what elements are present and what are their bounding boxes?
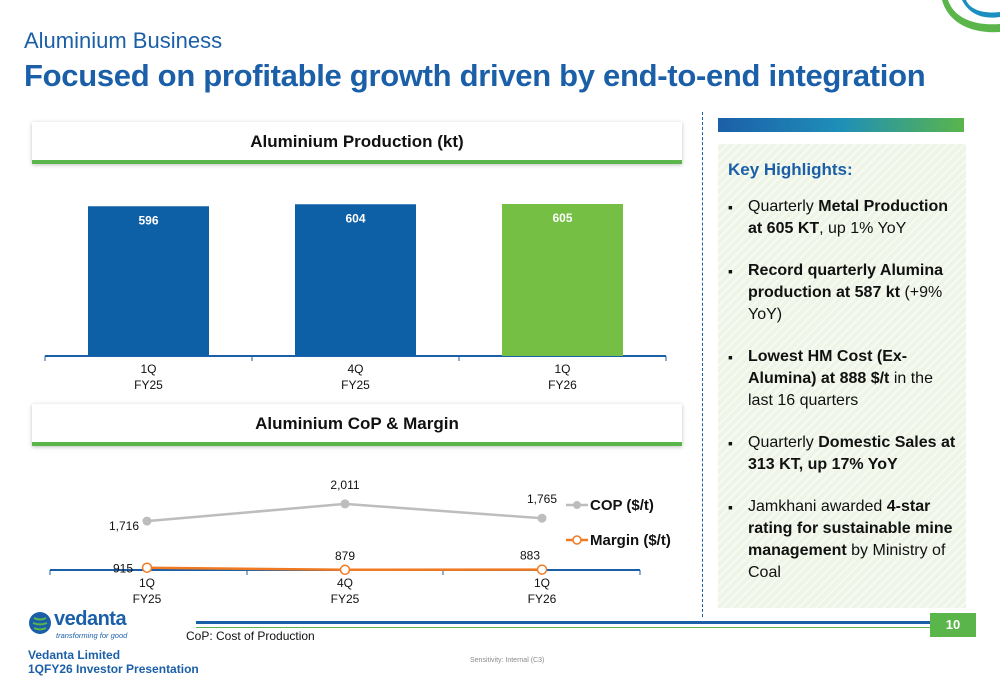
production-chart-title: Aluminium Production (kt): [250, 132, 464, 151]
presentation-name: 1QFY26 Investor Presentation: [28, 662, 199, 676]
production-tick-label: FY26: [548, 378, 577, 392]
margin-data-label: 879: [335, 549, 355, 563]
company-name: Vedanta Limited: [28, 648, 121, 662]
production-chart-header: Aluminium Production (kt): [32, 122, 682, 164]
cop-data-point: [340, 499, 350, 509]
production-tick-label: FY25: [341, 378, 370, 392]
production-tick-label: 4Q: [347, 362, 363, 376]
legend-cop-swatch-marker: [573, 501, 581, 509]
cop-data-label: 2,011: [330, 478, 359, 492]
cop-chart-title: Aluminium CoP & Margin: [255, 414, 459, 433]
logo-tagline: transforming for good: [56, 631, 128, 640]
highlight-item: Quarterly Domestic Sales at 313 KT, up 1…: [728, 432, 956, 476]
highlight-bold-text: Record quarterly Alumina production at 5…: [748, 262, 944, 301]
cop-tick-label: FY26: [528, 592, 557, 606]
legend-margin-swatch-marker: [572, 535, 582, 545]
highlight-item: Lowest HM Cost (Ex-Alumina) at 888 $/t i…: [728, 346, 956, 412]
highlight-pre-text: Jamkhani awarded: [748, 498, 887, 515]
highlight-bold-text: 4-star rating for sustainable mine manag…: [748, 498, 953, 559]
margin-data-point: [141, 562, 153, 573]
cop-tick-label: 1Q: [534, 576, 550, 590]
company-info: Vedanta Limited 1QFY26 Investor Presenta…: [28, 648, 199, 676]
cop-data-point: [537, 513, 547, 523]
cop-tick-label: FY25: [331, 592, 360, 606]
margin-data-point: [339, 564, 351, 576]
highlight-item: Jamkhani awarded 4-star rating for susta…: [728, 496, 956, 584]
production-tick-label: 1Q: [140, 362, 156, 376]
sensitivity-label: Sensitivity: Internal (C3): [470, 657, 545, 664]
logo-wordmark: vedanta: [54, 608, 127, 630]
margin-data-label: 915: [113, 562, 133, 576]
cop-data-label: 1,765: [527, 492, 557, 506]
margin-data-point: [536, 564, 548, 575]
corner-swoosh-graphic: [942, 0, 1000, 33]
highlight-post-text: in the last 16 quarters: [748, 370, 933, 409]
highlight-bold-text: Metal Production at 605 KT: [748, 198, 949, 237]
highlight-pre-text: Quarterly: [748, 434, 819, 451]
legend-margin-label: Margin ($/t): [590, 532, 671, 549]
production-bar: [502, 204, 623, 356]
footnote: CoP: Cost of Production: [186, 629, 315, 643]
margin-data-label: 883: [520, 549, 540, 563]
production-tick-label: FY25: [134, 378, 163, 392]
section-subtitle: Aluminium Business: [24, 28, 223, 53]
production-tick-label: 1Q: [554, 362, 570, 376]
highlight-item: Quarterly Metal Production at 605 KT, up…: [728, 196, 956, 240]
production-bar: [88, 206, 209, 356]
highlights-title: Key Highlights:: [728, 160, 853, 179]
legend-cop-label: COP ($/t): [590, 497, 654, 514]
highlight-post-text: , up 1% YoY: [819, 220, 907, 237]
highlights-gradient-bar: [718, 118, 964, 132]
cop-tick-label: 1Q: [139, 576, 155, 590]
highlight-post-text: by Ministry of Coal: [748, 542, 946, 581]
page-title: Focused on profitable growth driven by e…: [24, 58, 926, 93]
highlights-panel: Key Highlights: Quarterly Metal Producti…: [718, 144, 966, 608]
highlight-item: Record quarterly Alumina production at 5…: [728, 260, 956, 326]
cop-tick-label: 4Q: [337, 576, 353, 590]
vertical-divider: [702, 112, 703, 617]
highlight-pre-text: Quarterly: [748, 198, 819, 215]
cop-tick-label: FY25: [133, 592, 162, 606]
cop-data-point: [142, 516, 152, 526]
footer-rule-blue: [196, 621, 930, 624]
cop-data-label: 1,716: [109, 519, 139, 533]
highlight-bold-text: Lowest HM Cost (Ex-Alumina) at 888 $/t: [748, 348, 908, 387]
cop-chart-header: Aluminium CoP & Margin: [32, 404, 682, 446]
production-bar: [295, 204, 416, 356]
production-value-label: 604: [345, 211, 365, 225]
production-value-label: 605: [552, 211, 572, 225]
vedanta-leaf-icon: [29, 612, 51, 634]
production-value-label: 596: [138, 213, 158, 227]
page-number: 10: [930, 613, 976, 637]
highlight-bold-text: Domestic Sales at 313 KT, up 17% YoY: [748, 434, 956, 473]
highlights-list: Quarterly Metal Production at 605 KT, up…: [728, 196, 956, 604]
footer-rule-green: [196, 627, 930, 628]
highlight-post-text: (+9% YoY): [748, 284, 943, 323]
vedanta-logo: vedanta transforming for good: [28, 608, 178, 644]
